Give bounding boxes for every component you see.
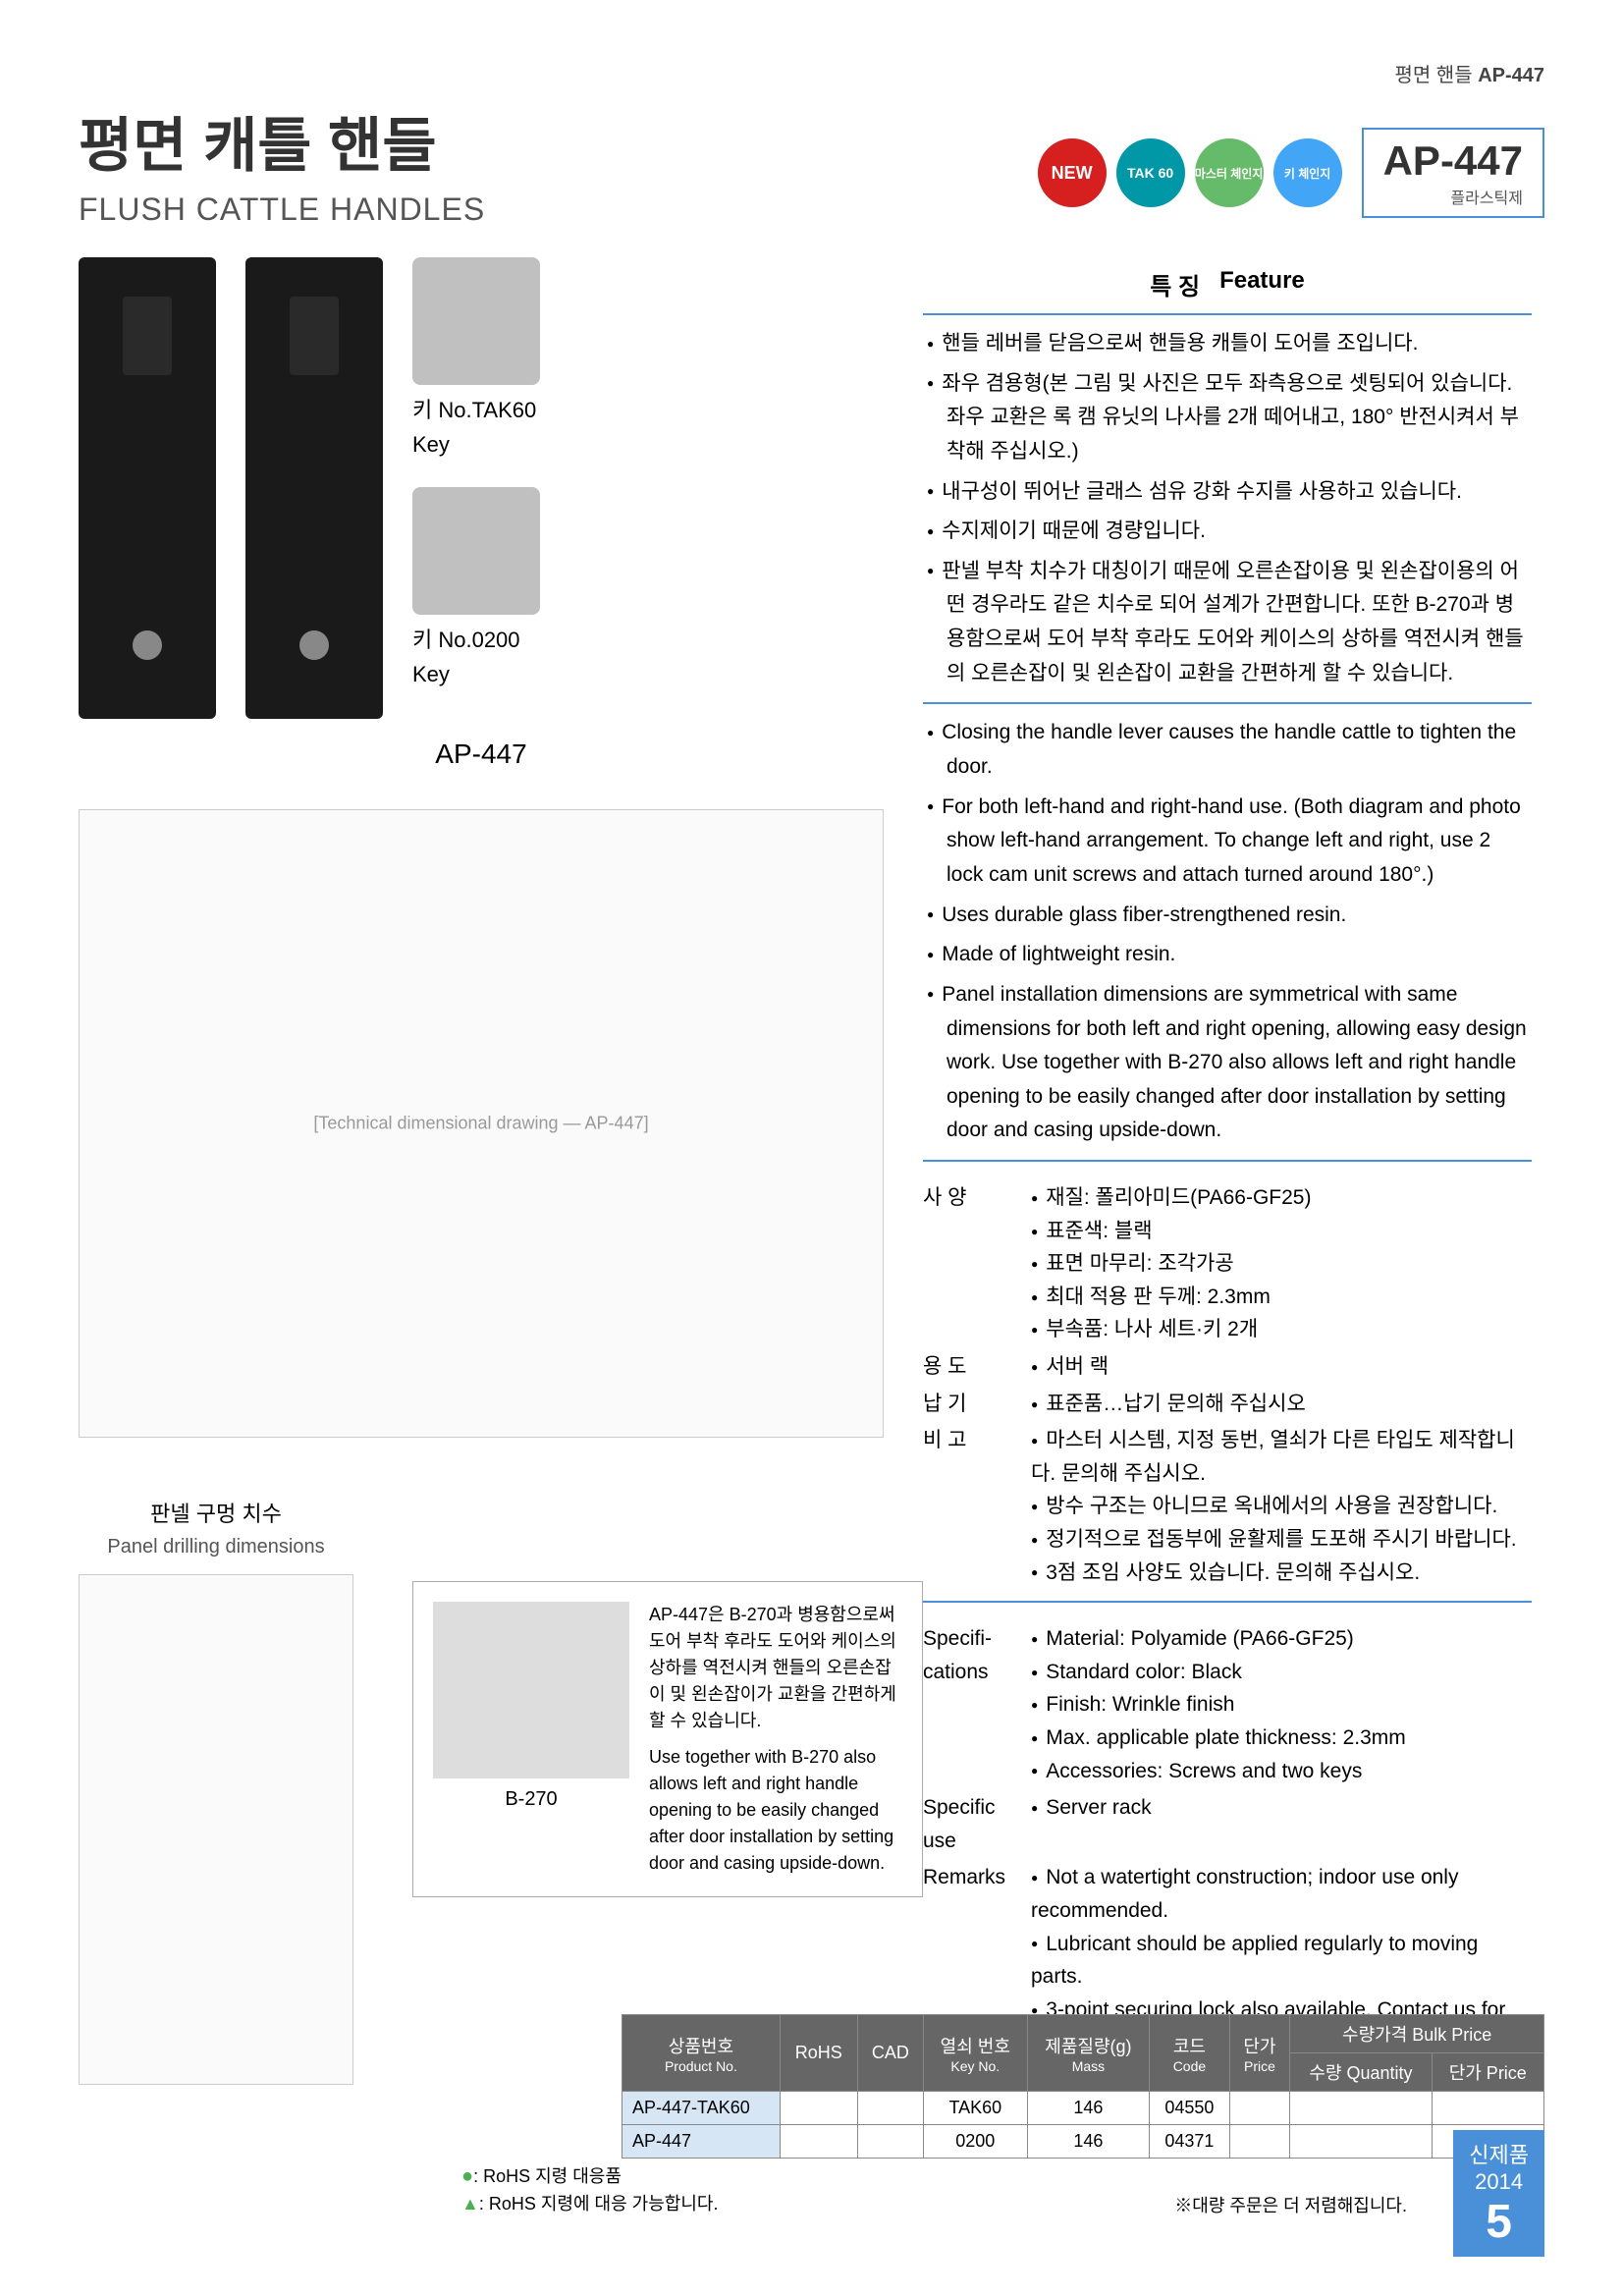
bulk-note: ※대량 주문은 더 저렴해집니다.: [1174, 2192, 1407, 2217]
badges-section: NEW TAK 60 마스터 체인지 키 체인지 AP-447 플라스틱제: [1038, 128, 1544, 218]
key-0200-section: 키 No.0200 Key: [412, 487, 540, 687]
page-badge: 신제품 2014 5: [1453, 2130, 1544, 2257]
table-row: AP-447-TAK60TAK6014604550: [622, 2092, 1544, 2125]
product-label: AP-447: [79, 738, 884, 770]
badge-master: 마스터 체인지: [1195, 138, 1264, 207]
product-photos: 키 No.TAK60 Key 키 No.0200 Key: [79, 257, 884, 719]
handle-photo-open: [245, 257, 383, 719]
b270-photo: [433, 1602, 629, 1778]
technical-diagram: [Technical dimensional drawing — AP-447]: [79, 809, 884, 1438]
specs-kr: 사 양재질: 폴리아미드(PA66-GF25)표준색: 블랙표면 마무리: 조각…: [923, 1181, 1532, 1589]
table-row: AP-447020014604371: [622, 2125, 1544, 2159]
badge-key: 키 체인지: [1273, 138, 1342, 207]
panel-drill-section: 판넬 구멍 치수 Panel drilling dimensions: [79, 1497, 353, 2085]
panel-drill-diagram: [79, 1574, 353, 2085]
features-en: Closing the handle lever causes the hand…: [923, 716, 1532, 1148]
header-category: 평면 핸들 AP-447: [1394, 59, 1544, 87]
badge-tak60: TAK 60: [1116, 138, 1185, 207]
product-number-box: AP-447 플라스틱제: [1362, 128, 1544, 218]
product-table: 상품번호Product No. RoHS CAD 열쇠 번호Key No. 제품…: [622, 2014, 1544, 2159]
features-kr: 핸들 레버를 닫음으로써 핸들용 캐틀이 도어를 조입니다.좌우 겸용형(본 그…: [923, 327, 1532, 690]
handle-photo-closed: [79, 257, 216, 719]
b270-box: B-270 AP-447은 B-270과 병용함으로써 도어 부착 후라도 도어…: [412, 1581, 923, 1897]
key-tak60-photo: [412, 257, 540, 385]
rohs-notes: ●: RoHS 지령 대응품 ▲: RoHS 지령에 대응 가능합니다.: [461, 2161, 718, 2217]
key-0200-photo: [412, 487, 540, 615]
key-tak60-section: 키 No.TAK60 Key: [412, 257, 540, 458]
specs-en: Specifi-cationsMaterial: Polyamide (PA66…: [923, 1622, 1532, 2059]
feature-section: 특 징 Feature 핸들 레버를 닫음으로써 핸들용 캐틀이 도어를 조입니…: [923, 267, 1532, 1162]
badge-new: NEW: [1038, 138, 1107, 207]
